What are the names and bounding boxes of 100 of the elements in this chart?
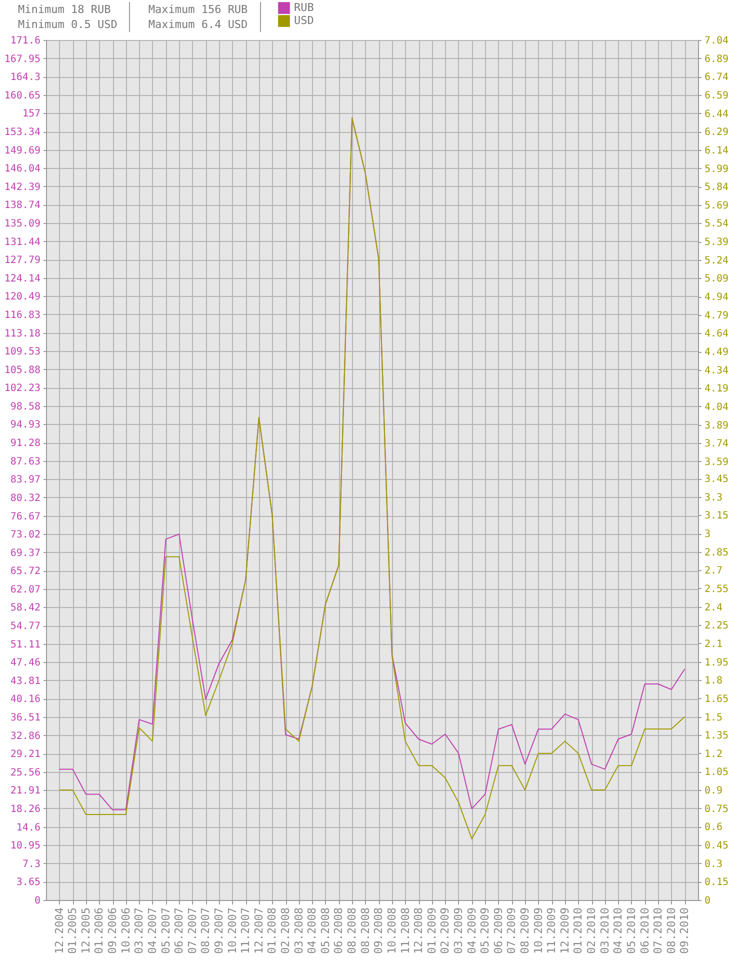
y-tick-label: 94.93: [10, 420, 40, 431]
x-tick-label: 06.2010: [638, 908, 652, 954]
y-tick-label: 73.02: [10, 530, 40, 541]
y-tick-label: 58.42: [10, 602, 40, 614]
x-tick-label: 12.2005: [79, 908, 92, 954]
y2-tick-label: 5.24: [704, 255, 729, 266]
x-tick-label: 01.2005: [66, 908, 80, 954]
y2-tick-label: 6.14: [704, 145, 729, 156]
y-tick-label: 124.14: [4, 273, 40, 284]
x-tick-label: 10.2007: [226, 908, 239, 954]
y-tick-label: 138.74: [4, 200, 40, 212]
y2-tick-label: 6.89: [704, 54, 729, 65]
y2-tick-label: 0.9: [704, 786, 723, 797]
x-tick-label: 06.2007: [172, 908, 186, 954]
x-tick-label: 02.2010: [585, 908, 598, 954]
legend-label: USD: [294, 14, 314, 27]
y2-tick-label: 1.95: [704, 657, 729, 668]
y2-tick-label: 0: [704, 896, 711, 906]
y2-tick-label: 3.3: [704, 492, 723, 504]
y2-tick-label: 1.5: [704, 712, 723, 724]
x-tick-label: 11.2007: [239, 908, 252, 954]
x-tick-label: 09.2010: [678, 908, 692, 954]
x-tick-label: 08.2010: [664, 908, 678, 954]
x-tick-label: 07.2009: [505, 908, 518, 954]
y2-tick-label: 0.45: [704, 840, 729, 852]
y-tick-label: 164.3: [10, 72, 40, 84]
y2-tick-label: 2.55: [704, 584, 729, 595]
y-tick-label: 43.81: [10, 676, 40, 687]
x-tick-label: 09.2007: [212, 908, 226, 954]
y-tick-label: 98.58: [10, 401, 40, 412]
x-tick-label: 07.2010: [652, 908, 665, 954]
y2-tick-label: 6.74: [704, 72, 729, 84]
y-tick-label: 40.16: [10, 694, 40, 706]
x-tick-label: 05.2007: [159, 908, 172, 954]
y2-tick-label: 5.84: [704, 182, 729, 194]
x-tick-label: 03.2008: [292, 908, 306, 954]
y2-tick-label: 1.2: [704, 748, 723, 760]
y-tick-label: 105.88: [4, 364, 40, 376]
y2-tick-label: 4.49: [704, 347, 729, 358]
y2-tick-label: 1.65: [704, 694, 729, 705]
y2-tick-label: 3: [704, 529, 711, 540]
y2-tick-label: 1.35: [704, 730, 729, 742]
x-tick-label: 08.2008: [346, 908, 359, 954]
y-tick-label: 62.07: [10, 584, 40, 596]
y-tick-label: 32.86: [10, 730, 40, 742]
x-tick-label: 09.2006: [106, 908, 120, 954]
x-tick-label: 05.2008: [318, 908, 332, 954]
y-tick-label: 36.51: [10, 712, 40, 724]
x-tick-label: 11.2008: [398, 908, 412, 954]
y2-tick-label: 2.85: [704, 547, 729, 558]
x-tick-label: 11.2009: [545, 908, 558, 954]
text: Minimum 0.5 USD: [18, 17, 130, 32]
x-tick-label: 04.2007: [146, 908, 159, 954]
x-tick-label: 02.2008: [279, 908, 292, 954]
x-tick-label: 12.2009: [558, 908, 572, 954]
y-tick-label: 65.72: [10, 566, 40, 578]
y2-tick-label: 4.79: [704, 310, 729, 322]
y-tick-label: 171.6: [10, 36, 40, 46]
y-tick-label: 127.79: [4, 255, 40, 266]
y-tick-label: 83.97: [10, 474, 40, 486]
text: Minimum 18 RUB: [18, 2, 130, 17]
y-tick-label: 18.26: [10, 804, 40, 815]
x-tick-label: 08.2007: [199, 908, 212, 954]
legend-label: RUB: [294, 1, 314, 14]
y-tick-label: 91.28: [10, 438, 40, 450]
y2-tick-label: 3.15: [704, 510, 729, 522]
y2-tick-label: 0.15: [704, 877, 729, 888]
x-tick-label: 05.2010: [624, 908, 638, 954]
y-tick-label: 21.91: [10, 786, 40, 797]
x-tick-label: 09.2008: [372, 908, 386, 954]
x-tick-label: 10.2008: [385, 908, 398, 954]
y-tick-label: 0: [34, 896, 40, 906]
y2-tick-label: 2.4: [704, 602, 723, 614]
y2-tick-label: 6.59: [704, 90, 729, 102]
x-tick-label: 03.2007: [132, 908, 146, 954]
y-tick-label: 113.18: [4, 328, 40, 340]
y2-tick-label: 6.44: [704, 108, 729, 120]
y-tick-label: 7.3: [22, 858, 40, 870]
x-tick-label: 10.2009: [532, 908, 545, 954]
y-tick-label: 80.32: [10, 492, 40, 504]
y-tick-label: 149.69: [4, 145, 40, 156]
y2-tick-label: 2.1: [704, 638, 723, 650]
y2-tick-label: 5.54: [704, 218, 729, 230]
y2-tick-label: 4.34: [704, 365, 729, 376]
y-tick-label: 109.53: [4, 346, 40, 358]
y-tick-label: 10.95: [10, 840, 40, 852]
y-tick-label: 51.11: [10, 639, 40, 650]
text: Maximum 6.4 USD: [148, 17, 261, 32]
y2-tick-label: 0.6: [704, 822, 723, 834]
y-tick-label: 160.65: [4, 90, 40, 102]
x-tick-label: 05.2009: [478, 908, 492, 954]
x-tick-label: 10.2006: [119, 908, 132, 954]
x-tick-label: 04.2010: [612, 908, 625, 954]
y2-tick-label: 3.45: [704, 474, 729, 486]
y2-tick-label: 3.89: [704, 420, 729, 432]
y2-tick-label: 5.39: [704, 237, 729, 248]
x-tick-label: 04.2009: [465, 908, 478, 954]
y-tick-label: 116.83: [4, 310, 40, 321]
x-tick-label: 12.2008: [412, 908, 426, 954]
x-tick-label: 08.2008: [358, 908, 372, 954]
